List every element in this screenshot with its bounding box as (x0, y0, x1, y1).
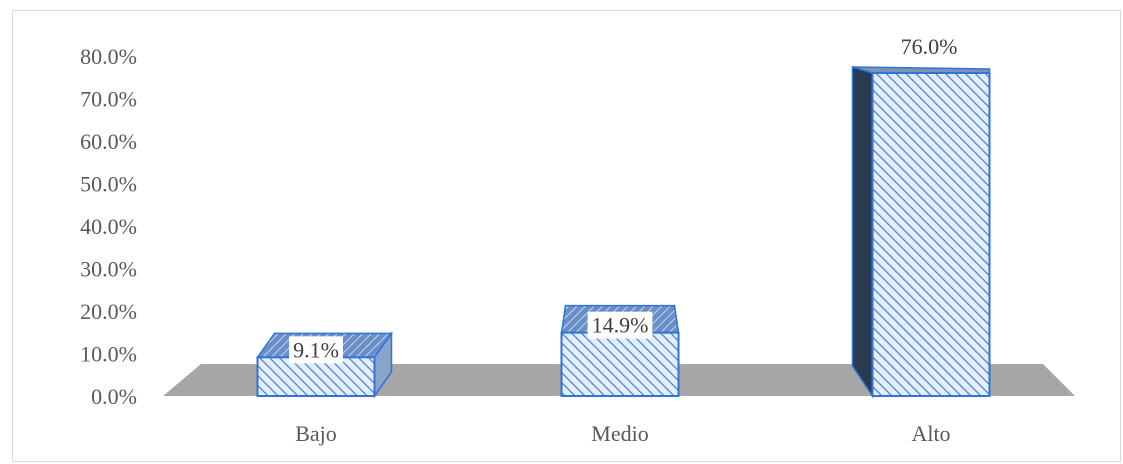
data-label-medio: 14.9% (587, 311, 653, 339)
bar-alto (851, 65, 991, 399)
bar-front-face (256, 356, 376, 398)
y-tick-label: 70.0% (80, 87, 137, 112)
x-category-label: Bajo (295, 421, 337, 446)
y-tick-label: 60.0% (80, 129, 137, 154)
data-label-background (289, 336, 343, 364)
data-label-bajo: 9.1% (289, 336, 343, 364)
data-label-alto: 76.0% (896, 33, 962, 60)
data-label-text: 9.1% (293, 337, 339, 362)
data-label-text: 14.9% (592, 313, 649, 338)
bar-front-face (871, 72, 991, 397)
y-tick-label: 10.0% (80, 342, 137, 367)
x-category-label: Alto (911, 421, 950, 446)
data-label-text: 76.0% (901, 34, 958, 59)
bars (256, 65, 991, 399)
x-axis: Bajo Medio Alto (295, 421, 950, 446)
x-category-label: Medio (591, 421, 648, 446)
y-tick-label: 30.0% (80, 257, 137, 282)
y-tick-label: 40.0% (80, 214, 137, 239)
bar-side-face (851, 65, 874, 399)
data-label-background (587, 311, 653, 339)
y-tick-label: 80.0% (80, 44, 137, 69)
bar-front-face (560, 331, 680, 397)
y-tick-label: 0.0% (91, 384, 137, 409)
data-labels: 9.1% 14.9% 76.0% (289, 33, 962, 364)
y-axis: 0.0% 10.0% 20.0% 30.0% 40.0% 50.0% 60.0% 70.0% 8… (80, 44, 137, 409)
y-tick-label: 20.0% (80, 299, 137, 324)
data-label-background (896, 33, 962, 60)
y-tick-label: 50.0% (80, 172, 137, 197)
